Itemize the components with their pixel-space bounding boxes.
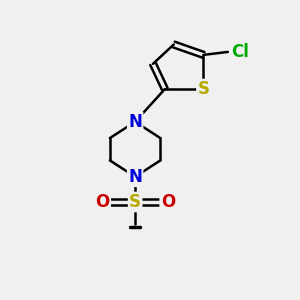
Text: O: O — [95, 193, 110, 211]
Text: O: O — [161, 193, 175, 211]
Text: N: N — [128, 113, 142, 131]
Text: S: S — [129, 193, 141, 211]
Text: N: N — [128, 168, 142, 186]
Text: Cl: Cl — [231, 43, 249, 61]
Text: S: S — [197, 80, 209, 98]
